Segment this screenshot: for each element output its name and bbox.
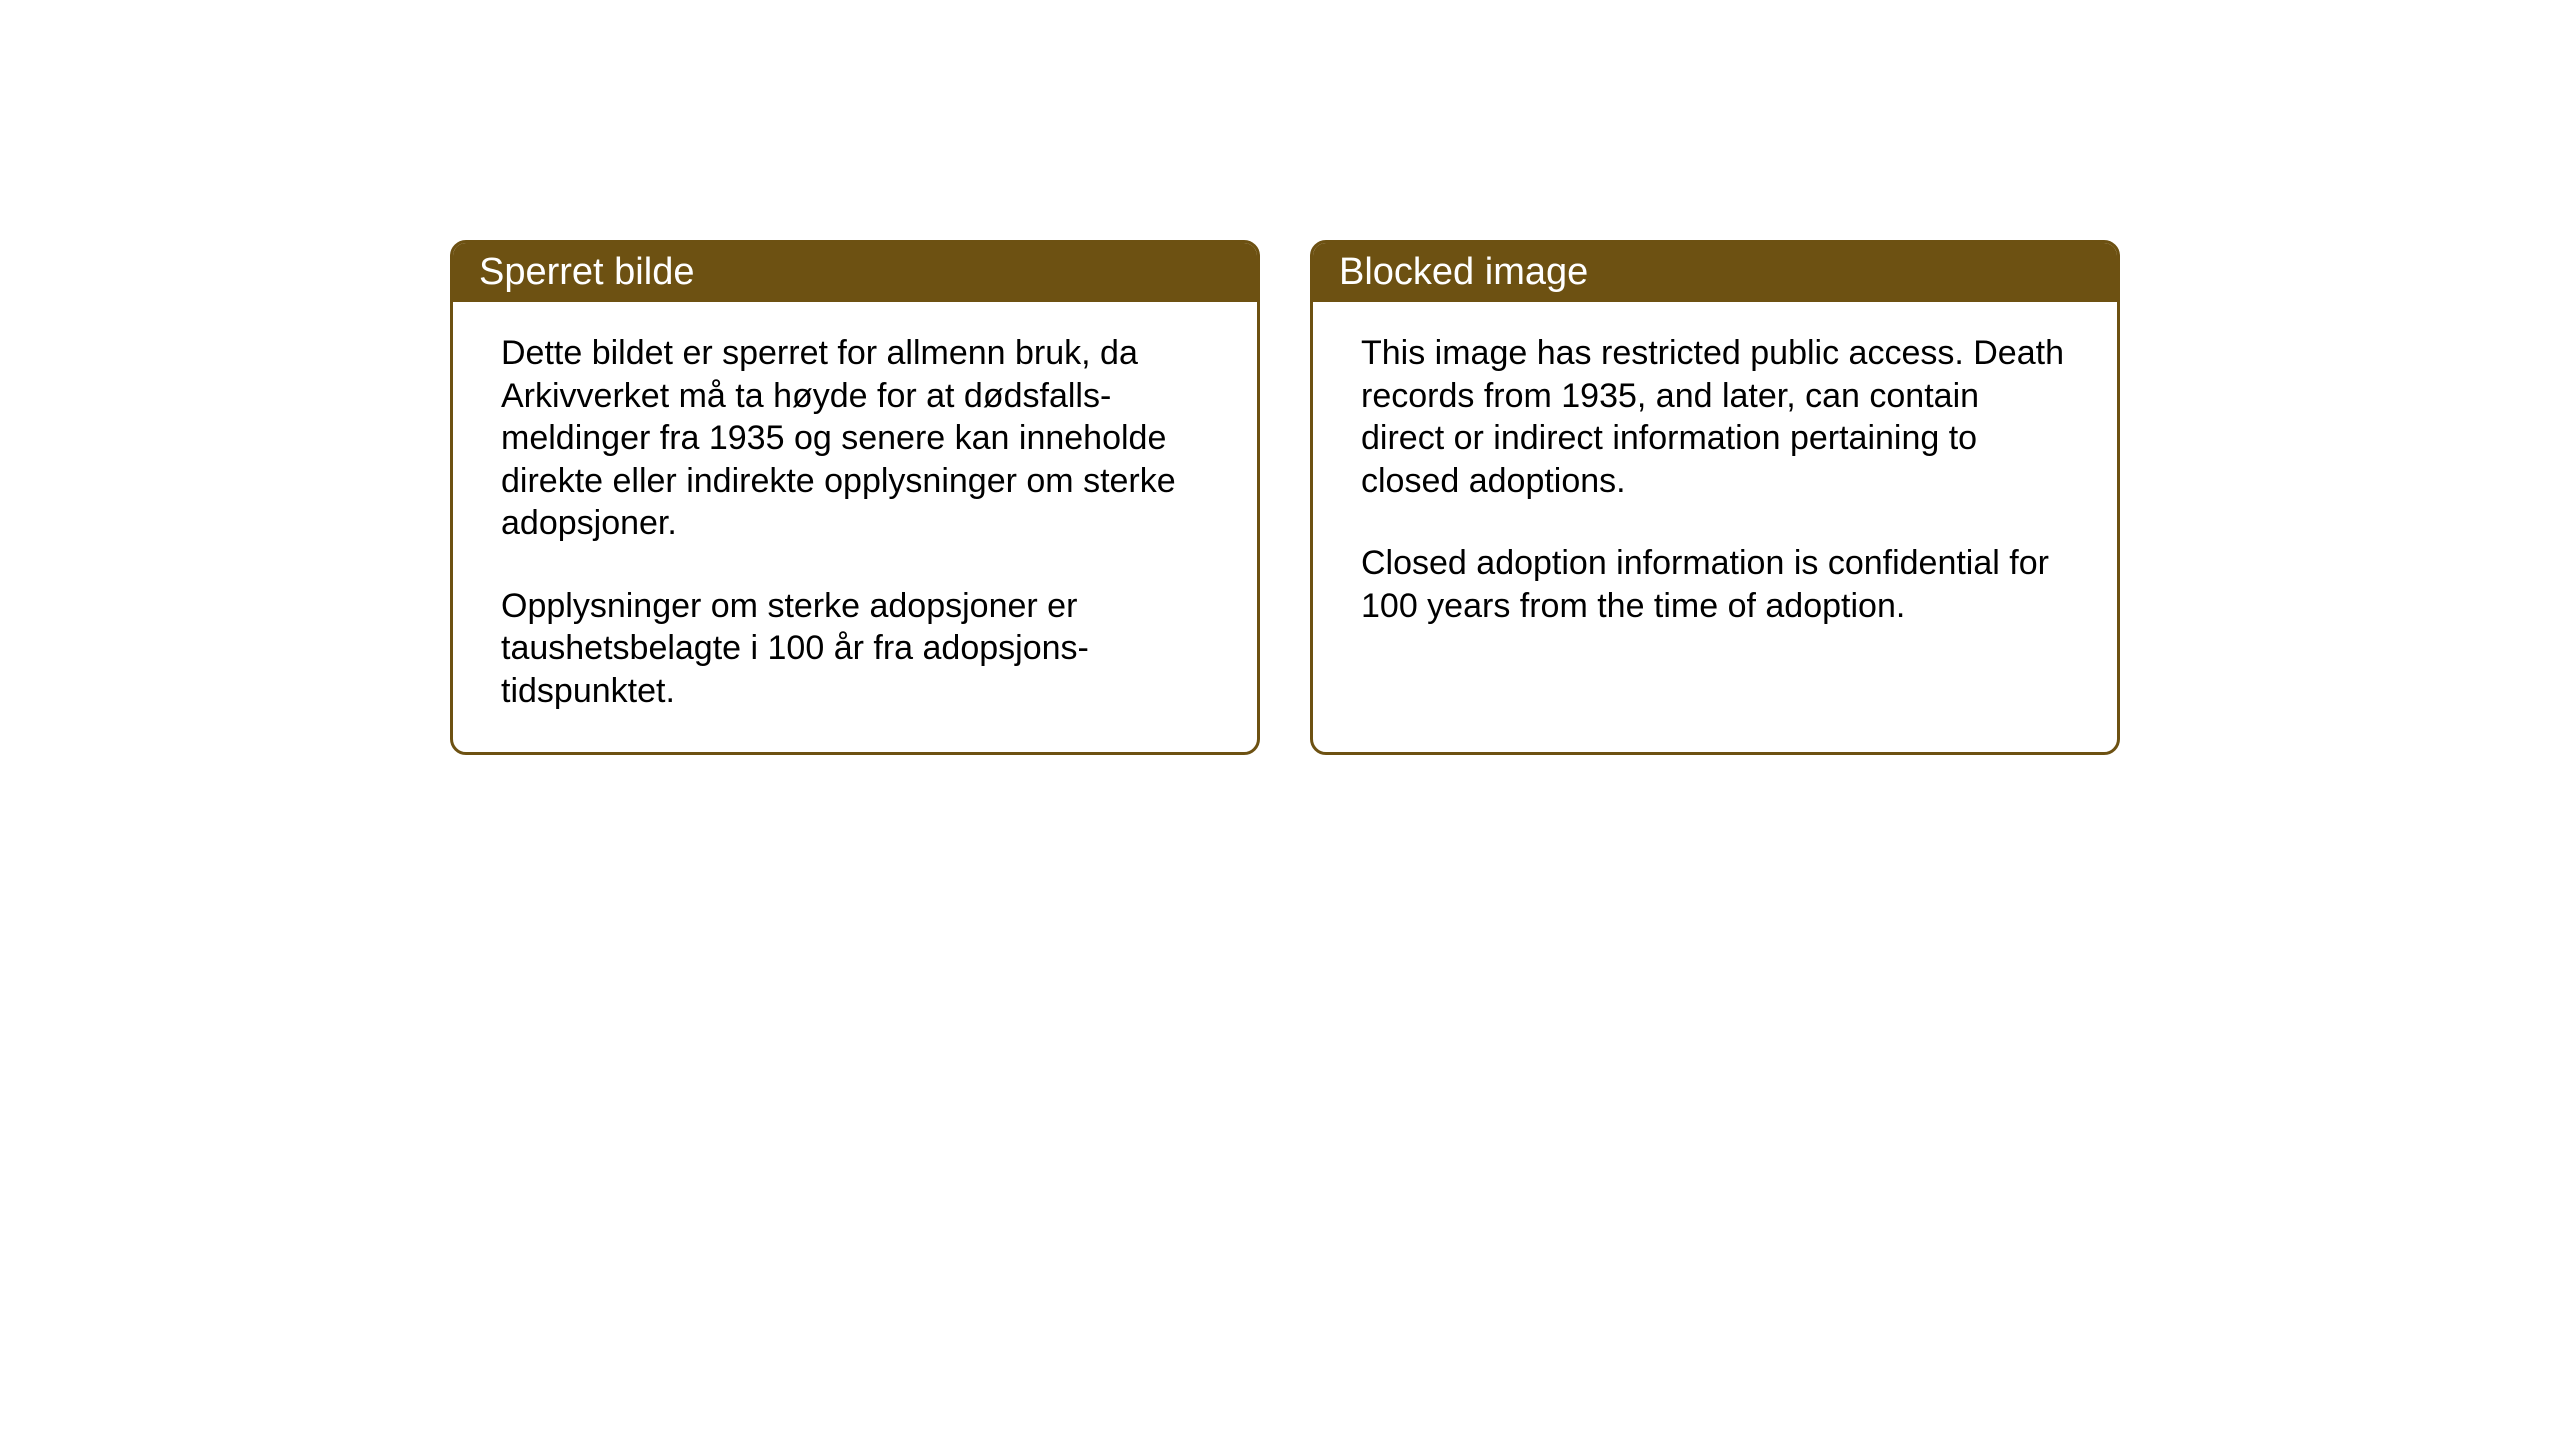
notice-box-norwegian: Sperret bilde Dette bildet er sperret fo…	[450, 240, 1260, 755]
notice-body-norwegian: Dette bildet er sperret for allmenn bruk…	[453, 302, 1257, 752]
notice-container: Sperret bilde Dette bildet er sperret fo…	[450, 240, 2120, 755]
notice-title-english: Blocked image	[1339, 251, 1588, 293]
notice-header-english: Blocked image	[1313, 243, 2117, 302]
notice-paragraph-1-norwegian: Dette bildet er sperret for allmenn bruk…	[501, 332, 1209, 545]
notice-paragraph-2-english: Closed adoption information is confident…	[1361, 542, 2069, 627]
notice-paragraph-2-norwegian: Opplysninger om sterke adopsjoner er tau…	[501, 585, 1209, 713]
notice-header-norwegian: Sperret bilde	[453, 243, 1257, 302]
notice-body-english: This image has restricted public access.…	[1313, 302, 2117, 742]
notice-box-english: Blocked image This image has restricted …	[1310, 240, 2120, 755]
notice-paragraph-1-english: This image has restricted public access.…	[1361, 332, 2069, 502]
notice-title-norwegian: Sperret bilde	[479, 251, 694, 293]
